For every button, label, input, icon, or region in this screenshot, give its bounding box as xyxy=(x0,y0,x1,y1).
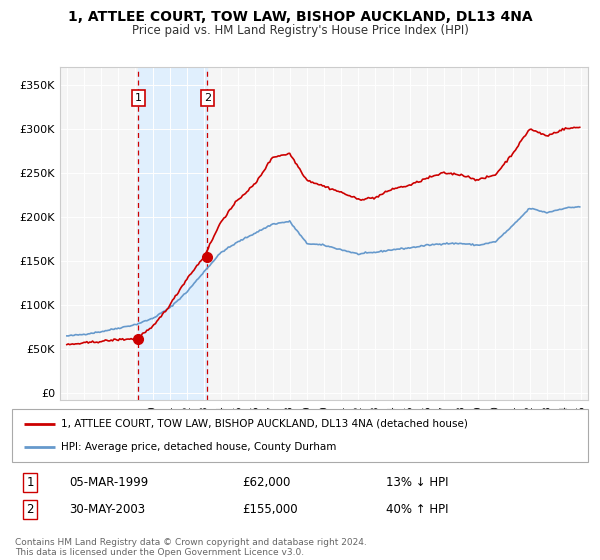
Text: £155,000: £155,000 xyxy=(242,503,298,516)
Text: 2: 2 xyxy=(204,93,211,103)
Text: HPI: Average price, detached house, County Durham: HPI: Average price, detached house, Coun… xyxy=(61,442,337,452)
Text: 1, ATTLEE COURT, TOW LAW, BISHOP AUCKLAND, DL13 4NA: 1, ATTLEE COURT, TOW LAW, BISHOP AUCKLAN… xyxy=(68,10,532,24)
Text: 1: 1 xyxy=(26,476,34,489)
Text: 1: 1 xyxy=(135,93,142,103)
Text: 13% ↓ HPI: 13% ↓ HPI xyxy=(386,476,449,489)
FancyBboxPatch shape xyxy=(12,409,588,462)
Text: This data is licensed under the Open Government Licence v3.0.: This data is licensed under the Open Gov… xyxy=(15,548,304,557)
Text: £62,000: £62,000 xyxy=(242,476,291,489)
Text: Price paid vs. HM Land Registry's House Price Index (HPI): Price paid vs. HM Land Registry's House … xyxy=(131,24,469,37)
Text: 30-MAY-2003: 30-MAY-2003 xyxy=(70,503,146,516)
Bar xyxy=(139,67,208,400)
Text: 1, ATTLEE COURT, TOW LAW, BISHOP AUCKLAND, DL13 4NA (detached house): 1, ATTLEE COURT, TOW LAW, BISHOP AUCKLAN… xyxy=(61,419,468,429)
Text: Contains HM Land Registry data © Crown copyright and database right 2024.: Contains HM Land Registry data © Crown c… xyxy=(15,538,367,547)
Text: 2: 2 xyxy=(26,503,34,516)
Text: 05-MAR-1999: 05-MAR-1999 xyxy=(70,476,149,489)
Text: 40% ↑ HPI: 40% ↑ HPI xyxy=(386,503,449,516)
